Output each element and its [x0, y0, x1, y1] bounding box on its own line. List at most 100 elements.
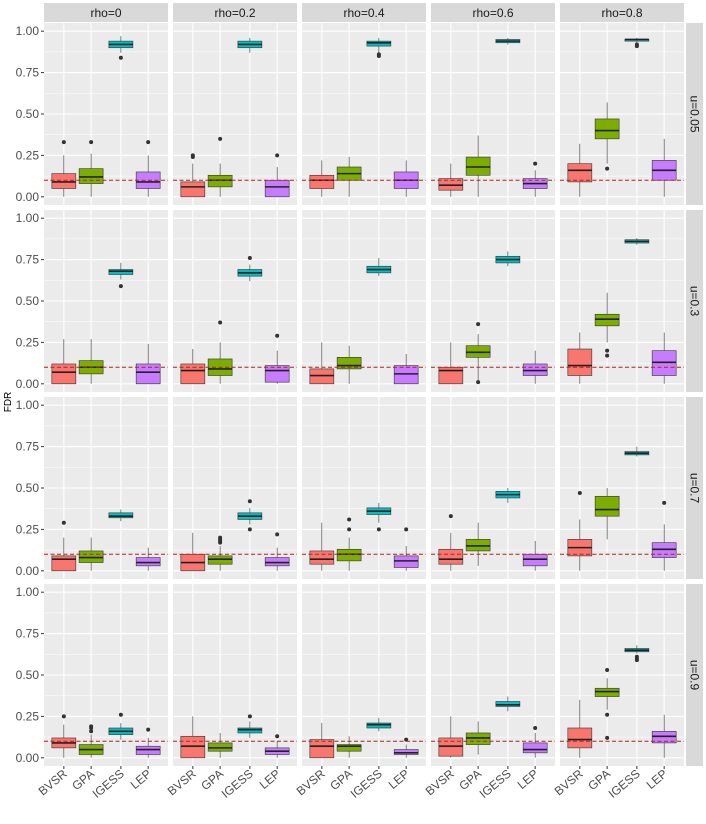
box-iqr — [309, 739, 335, 759]
boxplot-gpa — [594, 488, 620, 540]
box-iqr — [108, 512, 134, 519]
facet-panel — [44, 23, 168, 205]
outlier-point — [247, 499, 252, 504]
facet-col-label: rho=0.6 — [472, 6, 513, 20]
facet-row-label: u=0.9 — [688, 660, 702, 691]
boxplot-lep — [264, 333, 290, 384]
box-iqr — [465, 156, 491, 176]
boxplot-bvsr — [51, 339, 77, 385]
boxplot-gpa — [336, 736, 362, 758]
boxplot-lep — [135, 727, 161, 758]
outlier-point — [533, 161, 538, 166]
outlier-point — [605, 668, 610, 673]
outlier-point — [61, 714, 66, 719]
box-iqr — [180, 735, 206, 759]
facet-row-label: u=0.05 — [688, 95, 702, 132]
outlier-point — [275, 153, 280, 158]
y-tick-label: 0.50 — [16, 294, 40, 308]
x-tick-label: BVSR — [165, 766, 199, 798]
box-iqr — [135, 745, 161, 755]
boxplot-igess — [624, 645, 650, 663]
x-tick-label: LEP — [128, 767, 154, 792]
boxplot-gpa — [78, 537, 104, 571]
outlier-point — [61, 520, 66, 525]
box-iqr — [522, 742, 548, 754]
x-tick-label: IGESS — [90, 767, 127, 801]
y-tick-label: 0.75 — [16, 627, 40, 641]
y-tick-label: 0.00 — [16, 751, 40, 765]
outlier-point — [247, 255, 252, 260]
outlier-point — [577, 490, 582, 495]
outlier-point — [118, 55, 123, 60]
box-iqr — [309, 174, 335, 189]
box-iqr — [567, 348, 593, 376]
y-tick-label: 0.75 — [16, 66, 40, 80]
box-iqr — [135, 557, 161, 567]
boxplot-gpa — [594, 292, 620, 358]
box-iqr — [567, 163, 593, 183]
boxplot-bvsr — [51, 140, 77, 197]
x-tick-label: IGESS — [219, 767, 256, 801]
outlier-point — [89, 729, 94, 734]
boxplot-lep — [522, 350, 548, 384]
facet-panel — [302, 397, 426, 579]
box-iqr — [180, 363, 206, 385]
outlier-point — [190, 153, 195, 158]
facet-col-label: rho=0.8 — [601, 6, 642, 20]
outlier-point — [605, 353, 610, 358]
outlier-point — [89, 140, 94, 145]
boxplot-bvsr — [567, 490, 593, 571]
facet-col-label: rho=0 — [90, 6, 121, 20]
boxplot-igess — [108, 712, 134, 740]
boxplot-lep — [264, 153, 290, 198]
outlier-point — [605, 712, 610, 717]
outlier-point — [634, 658, 639, 663]
box-iqr — [393, 749, 419, 755]
y-tick-label: 0.50 — [16, 107, 40, 121]
facet-strip-right — [686, 397, 703, 579]
boxplot-gpa — [207, 732, 233, 758]
boxplot-bvsr — [309, 342, 335, 385]
outlier-point — [404, 737, 409, 742]
boxplot-igess — [108, 36, 134, 60]
box-iqr — [651, 350, 677, 376]
boxplot-gpa — [465, 721, 491, 755]
boxplot-lep — [651, 332, 677, 384]
y-tick-label: 0.50 — [16, 481, 40, 495]
facet-col-label: rho=0.4 — [343, 6, 384, 20]
box-iqr — [366, 722, 392, 729]
box-iqr — [522, 553, 548, 567]
boxplot-gpa — [465, 522, 491, 566]
boxplot-lep — [264, 734, 290, 758]
box-iqr — [51, 363, 77, 385]
x-tick-label: BVSR — [423, 766, 457, 798]
boxplot-bvsr — [438, 163, 464, 197]
boxplot-igess — [624, 238, 650, 245]
boxplot-igess — [495, 488, 521, 503]
box-iqr — [180, 181, 206, 198]
box-iqr — [393, 365, 419, 385]
box-iqr — [336, 548, 362, 562]
outlier-point — [476, 380, 481, 385]
y-tick-label: 0.25 — [16, 335, 40, 349]
y-axis-title: FDR — [3, 392, 14, 413]
boxplot-gpa — [465, 135, 491, 197]
facet-strip-top — [44, 3, 168, 22]
x-tick-label: BVSR — [552, 766, 586, 798]
boxplot-gpa — [594, 668, 620, 740]
box-iqr — [309, 368, 335, 385]
outlier-point — [218, 320, 223, 325]
x-tick-label: IGESS — [348, 767, 385, 801]
boxplot-bvsr — [51, 520, 77, 572]
box-iqr — [438, 366, 464, 385]
box-iqr — [78, 550, 104, 563]
x-tick-label: LEP — [386, 767, 412, 792]
box-iqr — [207, 742, 233, 752]
y-tick-label: 0.75 — [16, 253, 40, 267]
boxplot-bvsr — [567, 143, 593, 197]
boxplot-gpa — [207, 535, 233, 571]
outlier-point — [662, 500, 667, 505]
outlier-point — [605, 348, 610, 353]
boxplot-igess — [108, 509, 134, 522]
box-iqr — [438, 178, 464, 191]
